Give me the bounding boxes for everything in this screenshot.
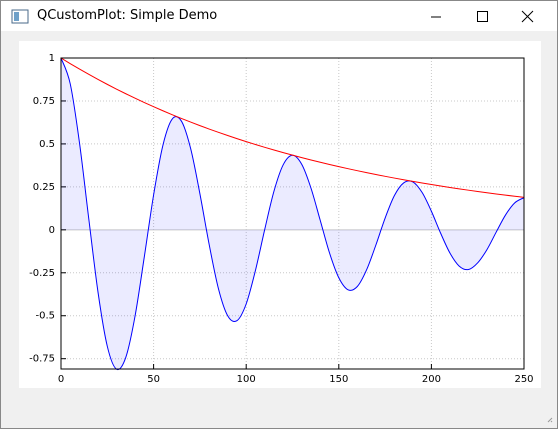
y-tick-label: 0.75 xyxy=(33,96,55,107)
x-tick-label: 250 xyxy=(514,374,533,385)
x-tick-label: 200 xyxy=(422,374,441,385)
x-tick-label: 0 xyxy=(58,374,64,385)
y-tick-label: -0.25 xyxy=(29,268,55,279)
close-button[interactable] xyxy=(521,10,534,23)
y-tick-label: -0.5 xyxy=(35,311,55,322)
y-tick-label: 0.25 xyxy=(33,182,55,193)
y-tick-label: 0 xyxy=(49,225,55,236)
maximize-button[interactable] xyxy=(477,11,488,22)
x-tick-label: 100 xyxy=(237,374,256,385)
title-bar-icons xyxy=(11,9,534,24)
y-tick-label: 0.5 xyxy=(39,139,55,150)
axis-frame xyxy=(60,57,525,370)
area-fill xyxy=(61,58,524,370)
plot-widget xyxy=(19,41,541,388)
y-tick-label: 1 xyxy=(49,53,55,64)
x-tick-label: 50 xyxy=(147,374,160,385)
title-bar: QCustomPlot: Simple Demo xyxy=(1,1,557,31)
x-tick-label: 150 xyxy=(329,374,348,385)
resize-grip xyxy=(547,417,553,423)
app-icon-part xyxy=(14,12,19,21)
y-tick-label: -0.75 xyxy=(29,354,55,365)
line xyxy=(60,57,525,198)
window-title: QCustomPlot: Simple Demo xyxy=(37,8,218,23)
